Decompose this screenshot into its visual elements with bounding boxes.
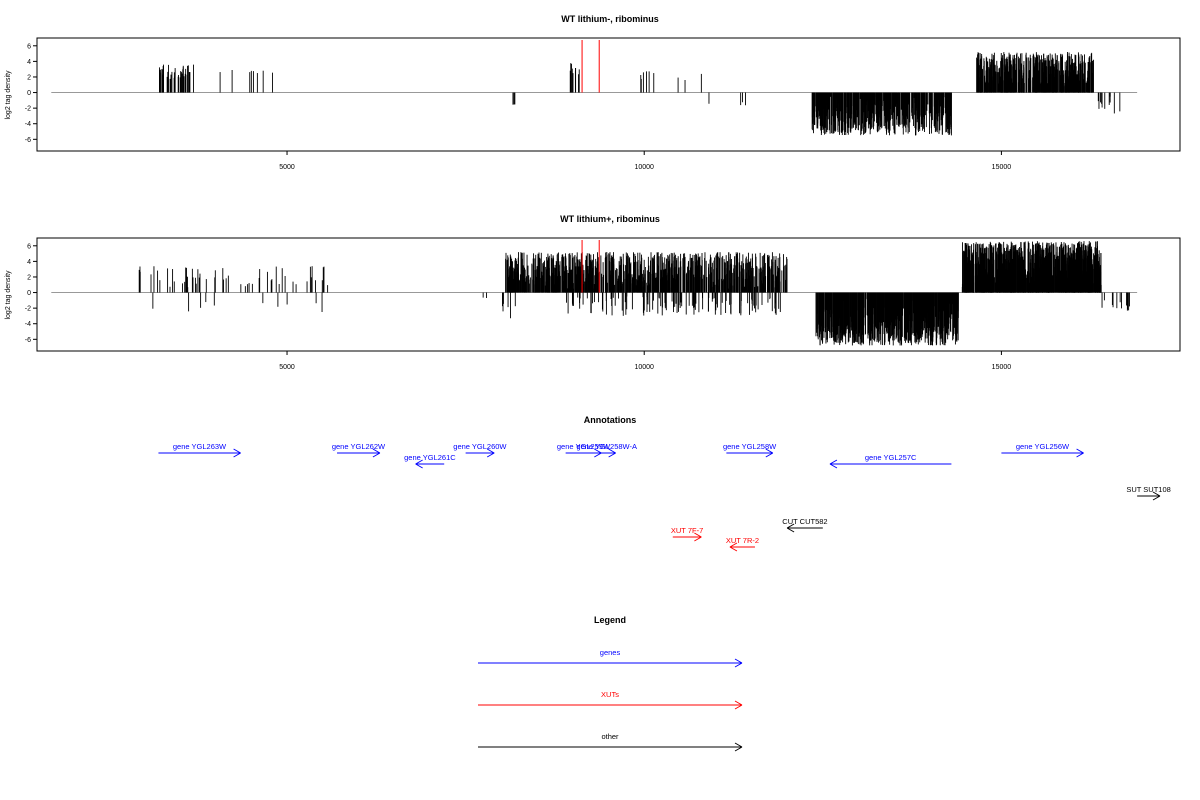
annotation-item: gene YGL257C bbox=[829, 453, 952, 469]
panel-title: WT lithium+, ribominus bbox=[560, 214, 660, 224]
axes: 6 4 2 0 -2 -4 -6 5000 10000 15000 bbox=[25, 43, 1011, 171]
annotation-label: XUT 7F-7 bbox=[671, 526, 703, 535]
y-tick-label: 6 bbox=[27, 243, 31, 250]
annotation-item: XUT 7R-2 bbox=[726, 536, 759, 552]
y-tick-label: 4 bbox=[27, 59, 31, 66]
panel-lithium-minus: WT lithium-, ribominus log2 tag density … bbox=[5, 14, 1181, 171]
annotation-label: CUT CUT582 bbox=[782, 517, 827, 526]
annotation-item: gene YGL258W bbox=[723, 442, 777, 458]
legend-item-gene: genes bbox=[478, 648, 743, 668]
annotation-item: CUT CUT582 bbox=[782, 517, 828, 533]
annotation-item: SUT SUT108 bbox=[1126, 485, 1171, 501]
y-tick-label: 2 bbox=[27, 274, 31, 281]
annotation-item: gene YGL261C bbox=[404, 453, 456, 469]
panel-lithium-plus: WT lithium+, ribominus log2 tag density … bbox=[5, 214, 1181, 371]
arrow bbox=[565, 448, 602, 458]
annotation-label: gene YGL261C bbox=[404, 453, 456, 462]
annotation-item: gene YGL256W bbox=[1001, 442, 1084, 458]
y-tick-label: 6 bbox=[27, 43, 31, 50]
arrow bbox=[478, 700, 743, 710]
axes: 6 4 2 0 -2 -4 -6 5000 10000 15000 bbox=[25, 243, 1011, 371]
arrow bbox=[478, 742, 743, 752]
annotation-label: gene YGL258W-A bbox=[576, 442, 637, 451]
annotation-items: gene YGL263W gene YGL262W gene YGL261C gene… bbox=[158, 442, 1171, 552]
y-tick-label: -2 bbox=[25, 306, 31, 313]
annotation-label: SUT SUT108 bbox=[1126, 485, 1170, 494]
plot-frame bbox=[36, 237, 1181, 352]
annotation-label: gene YGL262W bbox=[332, 442, 386, 451]
legend-items: genes XUTs other bbox=[478, 648, 743, 752]
legend: Legend genes XUTs other bbox=[478, 615, 743, 752]
arrow bbox=[1137, 491, 1161, 501]
arrow bbox=[158, 448, 241, 458]
arrow bbox=[465, 448, 495, 458]
annotation-item: gene YGL260W bbox=[453, 442, 507, 458]
y-tick-label: 4 bbox=[27, 259, 31, 266]
arrow bbox=[786, 523, 823, 533]
x-tick-label: 15000 bbox=[992, 164, 1012, 171]
annotation-label: gene YGL260W bbox=[453, 442, 507, 451]
arrow bbox=[415, 459, 445, 469]
arrow bbox=[337, 448, 381, 458]
annotation-item: gene YGL262W bbox=[332, 442, 386, 458]
arrow bbox=[829, 459, 952, 469]
plot-frame bbox=[36, 37, 1181, 152]
x-tick-label: 5000 bbox=[279, 364, 295, 371]
bar-marks bbox=[51, 240, 1138, 346]
y-tick-label: -2 bbox=[25, 106, 31, 113]
legend-label: genes bbox=[600, 648, 621, 657]
y-tick-label: -4 bbox=[25, 121, 31, 128]
legend-label: XUTs bbox=[601, 690, 619, 699]
y-tick-label: 0 bbox=[27, 290, 31, 297]
annotation-label: gene YGL257C bbox=[865, 453, 917, 462]
arrow bbox=[672, 532, 702, 542]
annotation-label: gene YGL263W bbox=[173, 442, 227, 451]
x-tick-label: 10000 bbox=[634, 164, 654, 171]
x-tick-label: 10000 bbox=[634, 364, 654, 371]
y-tick-label: 2 bbox=[27, 74, 31, 81]
annotation-label: XUT 7R-2 bbox=[726, 536, 759, 545]
legend-item-other: other bbox=[478, 732, 743, 752]
annotation-item: gene YGL258W-A bbox=[576, 442, 637, 458]
y-tick-label: -4 bbox=[25, 321, 31, 328]
annotation-label: gene YGL258W bbox=[723, 442, 777, 451]
annotation-item: XUT 7F-7 bbox=[671, 526, 703, 542]
x-tick-label: 15000 bbox=[992, 364, 1012, 371]
y-tick-label: -6 bbox=[25, 337, 31, 344]
arrow bbox=[726, 448, 774, 458]
bar-marks bbox=[51, 40, 1138, 136]
annotation-item: gene YGL259W bbox=[557, 442, 611, 458]
arrow bbox=[1001, 448, 1084, 458]
y-axis-label: log2 tag density bbox=[5, 270, 12, 320]
annotations-track: Annotations gene YGL263W gene YGL262Wgene… bbox=[158, 415, 1171, 552]
y-tick-label: 0 bbox=[27, 90, 31, 97]
legend-label: other bbox=[601, 732, 619, 741]
arrow bbox=[597, 448, 616, 458]
annotation-label: gene YGL256W bbox=[1016, 442, 1070, 451]
x-tick-label: 5000 bbox=[279, 164, 295, 171]
y-tick-label: -6 bbox=[25, 137, 31, 144]
y-axis-label: log2 tag density bbox=[5, 70, 12, 120]
annotations-title: Annotations bbox=[584, 415, 637, 425]
arrow bbox=[729, 542, 755, 552]
legend-title: Legend bbox=[594, 615, 626, 625]
legend-item-xut: XUTs bbox=[478, 690, 743, 710]
annotation-label: gene YGL259W bbox=[557, 442, 611, 451]
arrow bbox=[478, 658, 743, 668]
annotation-item: gene YGL263W bbox=[158, 442, 241, 458]
panel-title: WT lithium-, ribominus bbox=[561, 14, 659, 24]
